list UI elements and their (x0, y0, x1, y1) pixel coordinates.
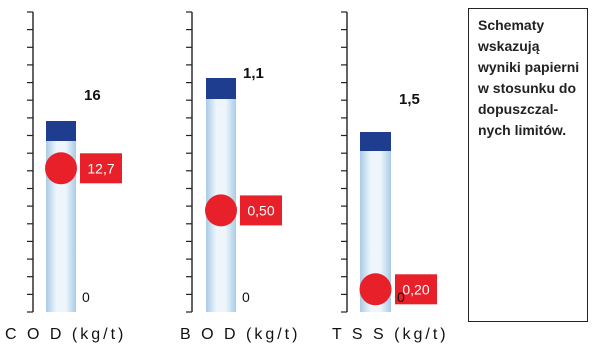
legend-line: dopuszczal- (478, 101, 559, 117)
zero-label: 0 (397, 289, 405, 305)
result-value-label: 0,20 (402, 281, 429, 297)
category-label: B O D (kg/t) (180, 326, 300, 343)
result-value-label: 12,7 (87, 160, 114, 176)
result-marker (205, 194, 237, 227)
category-label: C O D (kg/t) (5, 326, 126, 343)
result-label-box (240, 195, 282, 226)
legend-line: nych limitów. (478, 122, 567, 138)
limit-cap (46, 121, 76, 141)
plot-area: 12,7 16 0 C O D (kg/t) 0,50 1,1 0 B O D (kg/t) 0… (5, 11, 449, 343)
legend-line: wyniki papierni (478, 59, 580, 75)
limit-cap (206, 78, 236, 99)
legend: Schematy wskazują wyniki papierni w stos… (468, 8, 588, 322)
result-marker (45, 152, 77, 185)
result-marker (359, 273, 392, 306)
legend-line: Schematy (478, 17, 545, 33)
legend-description: Schematy wskazują wyniki papierni w stos… (478, 15, 584, 141)
zero-label: 0 (82, 289, 90, 305)
legend-line: wskazują (478, 38, 540, 54)
limit-bar (46, 121, 76, 312)
result-label-box (395, 274, 437, 305)
limit-value-label: 1,1 (243, 65, 264, 82)
limit-value-label: 1,5 (399, 91, 420, 108)
legend-line: w stosunku do (478, 80, 576, 96)
limit-value-label: 16 (84, 87, 101, 104)
result-label-box (80, 153, 122, 184)
category-label: T S S (kg/t) (332, 326, 449, 343)
limit-cap (360, 132, 391, 151)
result-value-label: 0,50 (247, 202, 274, 218)
zero-label: 0 (242, 289, 250, 305)
